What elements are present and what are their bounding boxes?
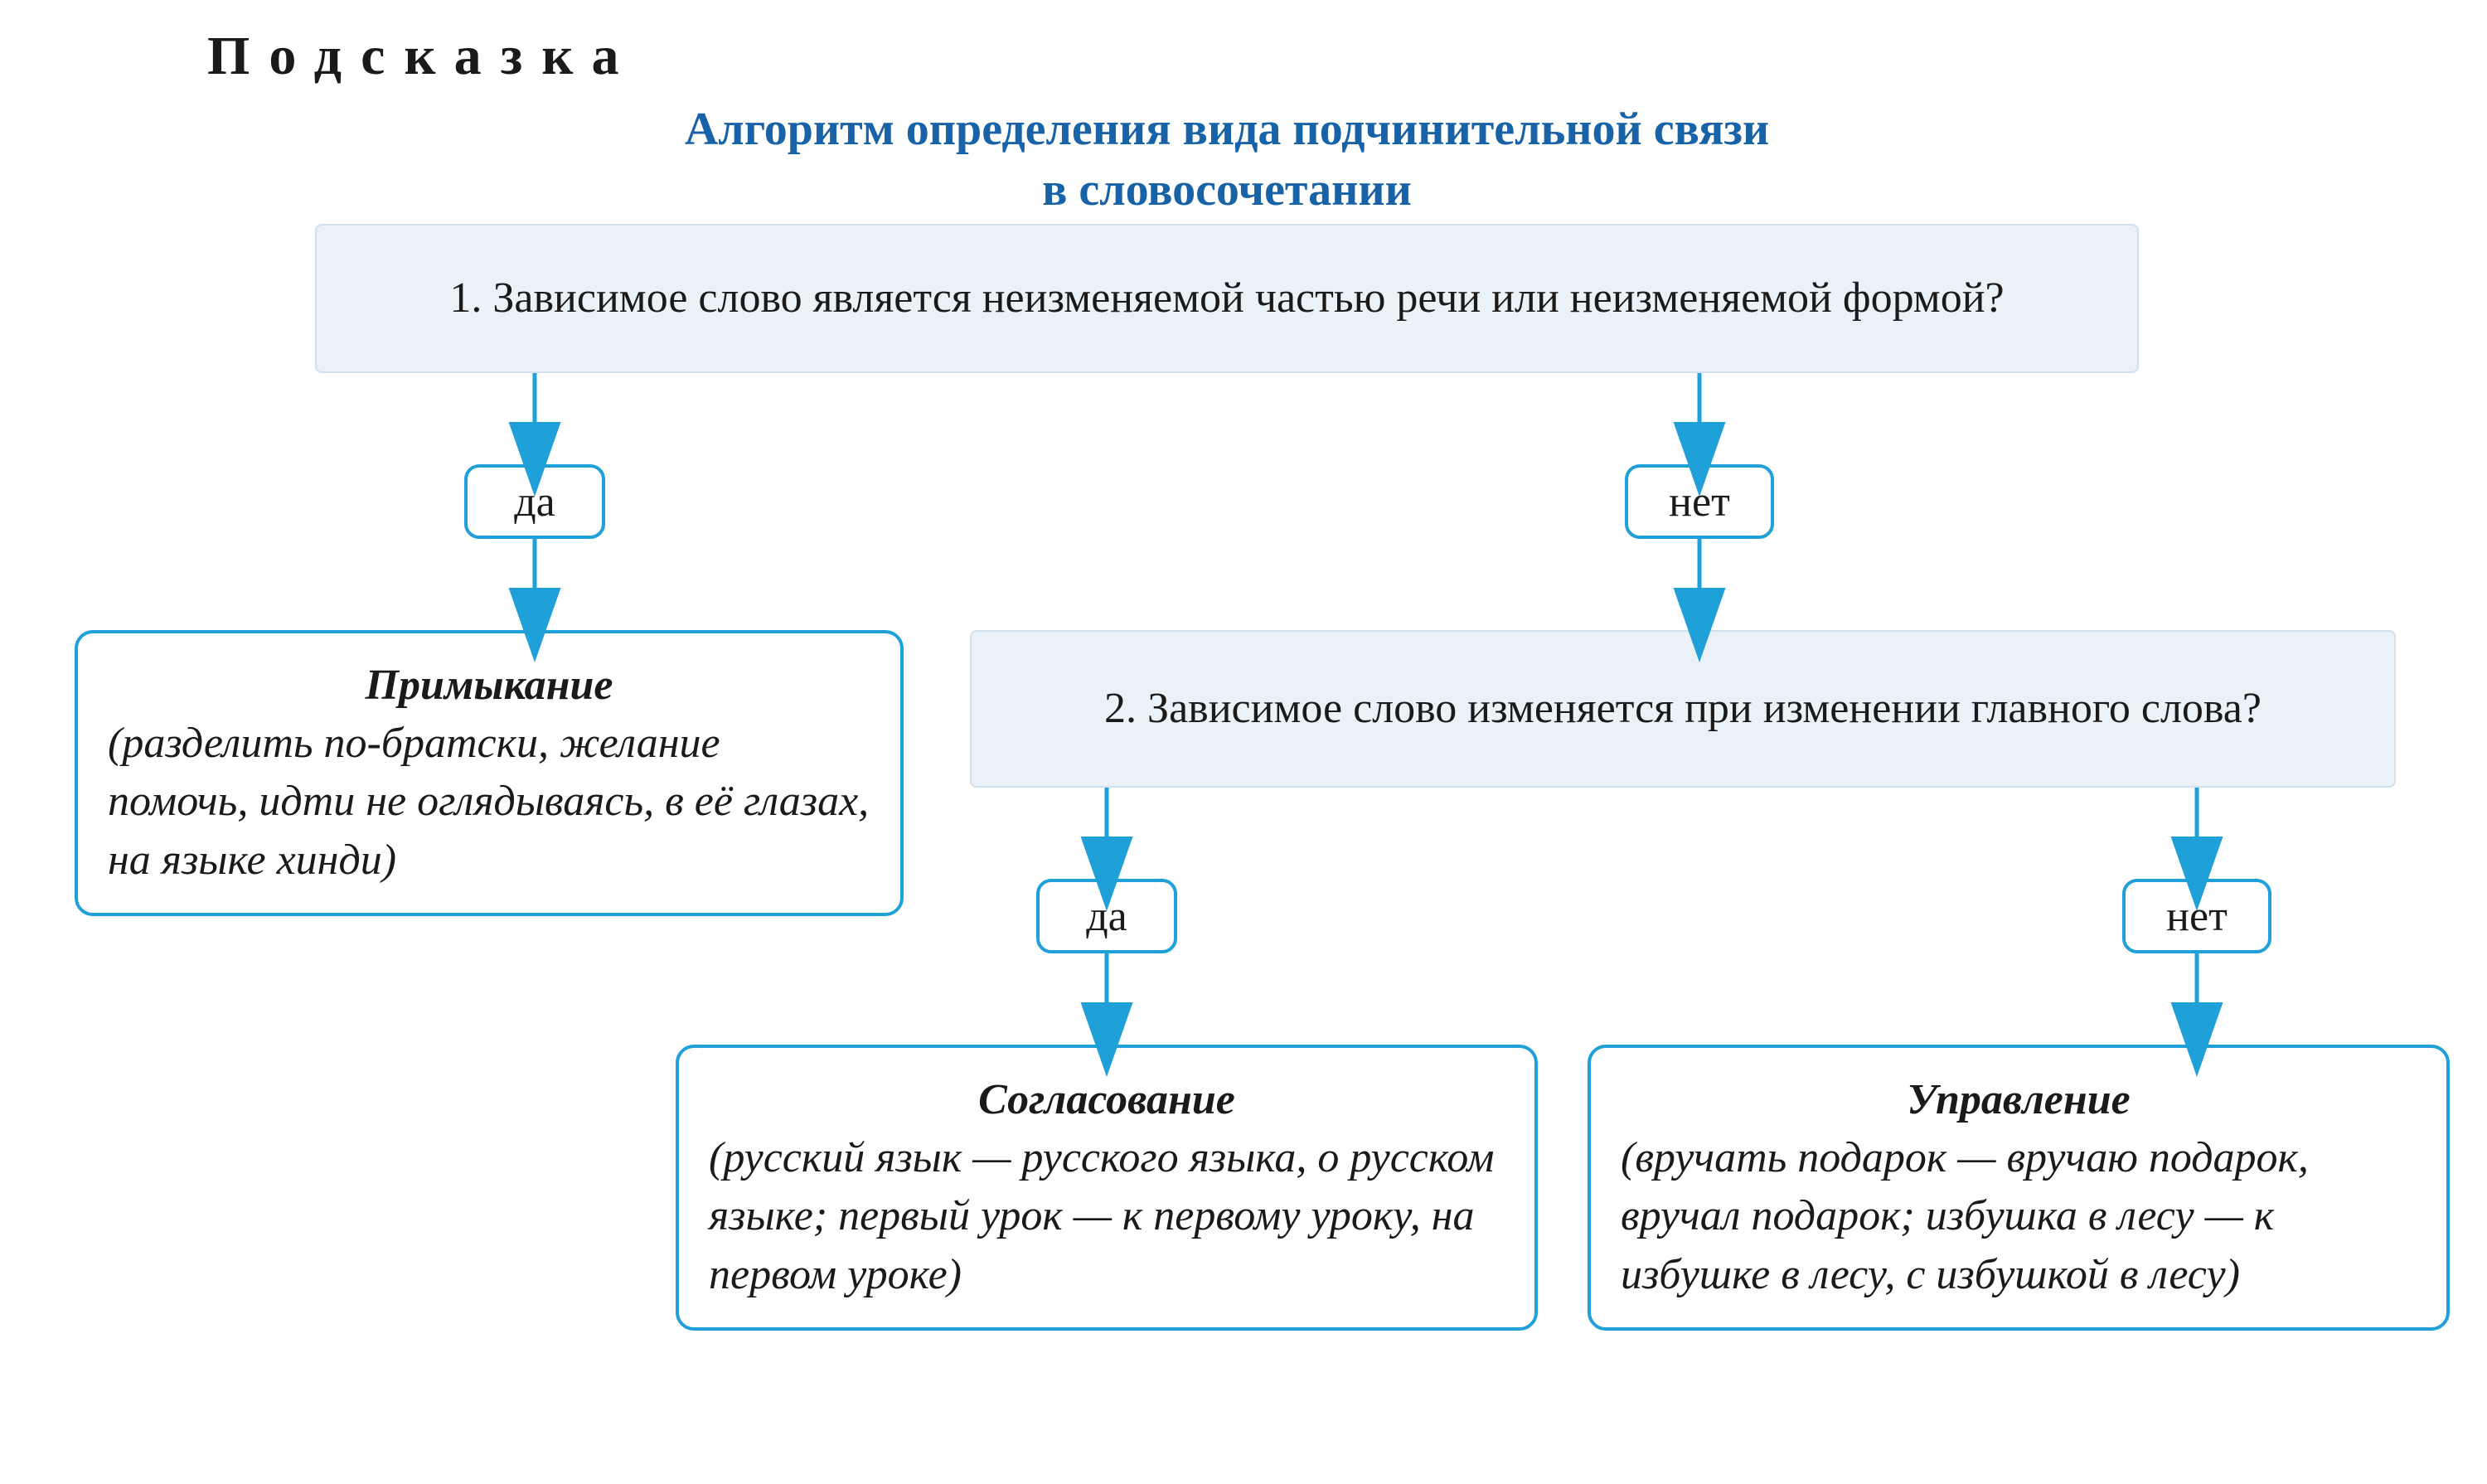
result-upravlenie: Управление (вручать подарок — вручаю под… — [1588, 1045, 2450, 1331]
result-soglasovanie-body: (русский язык — русского языка, о русско… — [709, 1129, 1505, 1304]
decision-no-1-text: нет — [1669, 478, 1730, 526]
result-primykanie-title: Примыкание — [108, 657, 870, 715]
question-2-text: 2. Зависимое слово изменяется при измене… — [1104, 681, 2262, 737]
decision-yes-1: да — [464, 464, 605, 539]
result-soglasovanie: Согласование (русский язык — русского яз… — [676, 1045, 1538, 1331]
result-upravlenie-title: Управление — [1621, 1071, 2417, 1129]
result-primykanie-body: (разделить по-братски, желание помочь, и… — [108, 715, 870, 890]
result-soglasovanie-title: Согласование — [709, 1071, 1505, 1129]
decision-yes-2-text: да — [1086, 892, 1127, 941]
flowchart-canvas: Подсказка Алгоритм определения вида подч… — [0, 0, 2487, 1484]
question-2: 2. Зависимое слово изменяется при измене… — [970, 630, 2396, 788]
hint-title: Подсказка — [207, 25, 638, 88]
algorithm-title: Алгоритм определения вида подчинительной… — [315, 99, 2139, 221]
question-1-text: 1. Зависимое слово является неизменяемой… — [449, 270, 2004, 327]
result-primykanie: Примыкание (разделить по-братски, желани… — [75, 630, 904, 916]
decision-no-2: нет — [2122, 879, 2271, 953]
question-1: 1. Зависимое слово является неизменяемой… — [315, 224, 2139, 373]
result-upravlenie-body: (вручать подарок — вручаю подарок, вруча… — [1621, 1129, 2417, 1304]
decision-no-2-text: нет — [2166, 892, 2228, 941]
algo-title-line1: Алгоритм определения вида подчинительной… — [685, 104, 1769, 155]
algo-title-line2: в словосочетании — [1042, 164, 1412, 216]
decision-yes-2: да — [1036, 879, 1177, 953]
decision-no-1: нет — [1625, 464, 1774, 539]
decision-yes-1-text: да — [514, 478, 555, 526]
